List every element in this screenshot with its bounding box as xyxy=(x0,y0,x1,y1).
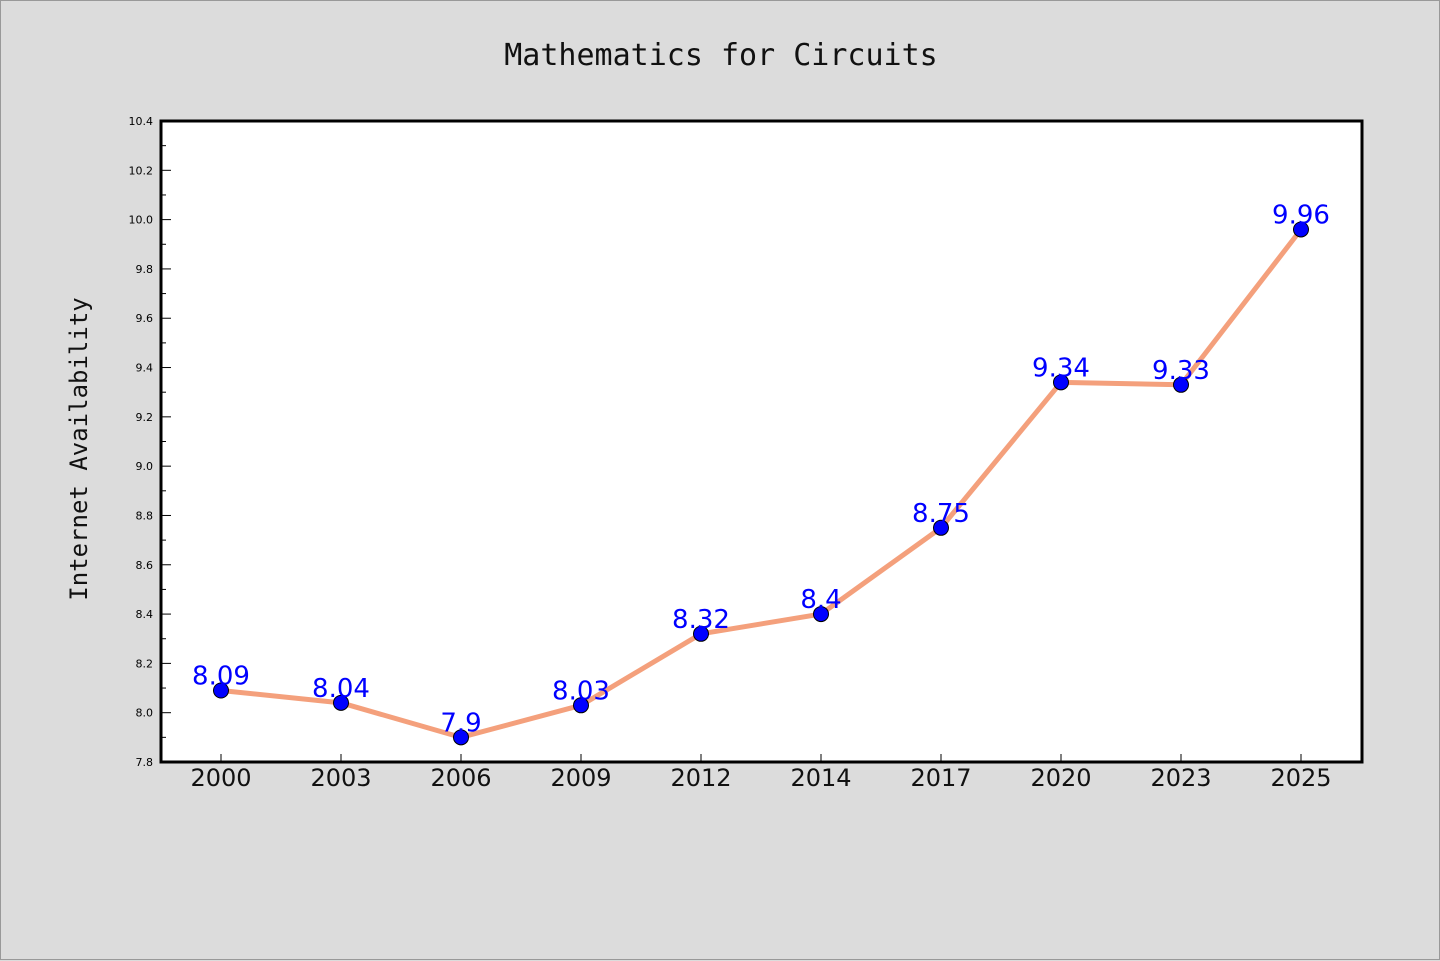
x-tick-label: 2000 xyxy=(190,764,251,792)
y-tick-label: 7.8 xyxy=(136,756,154,769)
data-point xyxy=(693,625,709,642)
x-tick-label: 2020 xyxy=(1030,764,1091,792)
x-axis: 2000 2003 2006 2009 2012 2014 2017 2020 2023 2025 xyxy=(190,754,1332,792)
x-tick-label: 2017 xyxy=(910,764,971,792)
data-point xyxy=(1293,221,1309,238)
x-tick-label: 2006 xyxy=(430,764,491,792)
series-line xyxy=(218,226,1304,740)
x-tick-label: 2009 xyxy=(550,764,611,792)
y-tick-label: 8.2 xyxy=(136,657,154,670)
y-tick-label: 8.4 xyxy=(136,608,154,621)
y-tick-label: 10.0 xyxy=(129,214,154,227)
plot-area xyxy=(161,121,1362,762)
data-point xyxy=(453,729,469,746)
y-tick-label: 9.0 xyxy=(136,460,154,473)
x-tick-label: 2003 xyxy=(310,764,371,792)
y-axis-label: Internet Availability xyxy=(65,297,93,600)
x-tick-label: 2025 xyxy=(1270,764,1331,792)
data-point xyxy=(213,682,229,699)
y-tick-label: 9.6 xyxy=(136,312,154,325)
data-point xyxy=(933,519,949,536)
data-label: 9.33 xyxy=(1152,356,1210,386)
data-label: 8.75 xyxy=(912,499,970,529)
y-tick-label: 8.8 xyxy=(136,509,154,522)
x-tick-label: 2023 xyxy=(1150,764,1211,792)
y-tick-label: 8.0 xyxy=(136,707,154,720)
data-label: 8.32 xyxy=(672,605,730,635)
y-tick-label: 9.4 xyxy=(136,362,154,375)
x-tick-label: 2014 xyxy=(790,764,851,792)
y-tick-label: 10.2 xyxy=(129,164,154,177)
data-label: 8.09 xyxy=(192,662,250,692)
series-layer: 8.09 8.04 7.9 8.03 8.32 8.4 8.75 9.34 9.33 9.96 xyxy=(192,200,1330,746)
y-axis: 7.8 8.0 8.2 8.4 8.6 8.8 9.0 9.2 9.4 9.6 9.8 10.0 10.… xyxy=(129,115,171,769)
data-label: 9.34 xyxy=(1032,353,1090,383)
y-tick-label: 9.8 xyxy=(136,263,154,276)
plot-frame xyxy=(159,119,1364,764)
data-point xyxy=(333,694,349,711)
data-point xyxy=(573,697,589,714)
data-label: 8.4 xyxy=(800,585,841,615)
x-tick-label: 2012 xyxy=(670,764,731,792)
data-label: 9.96 xyxy=(1272,200,1330,230)
data-label: 8.03 xyxy=(552,676,610,706)
chart-title: Mathematics for Circuits xyxy=(504,38,937,73)
data-label: 7.9 xyxy=(440,708,481,738)
data-label: 8.04 xyxy=(312,674,370,704)
data-point xyxy=(813,606,829,623)
y-tick-label: 9.2 xyxy=(136,411,154,424)
y-tick-label: 8.6 xyxy=(136,559,154,572)
y-tick-label: 10.4 xyxy=(129,115,154,128)
data-point xyxy=(1173,376,1189,393)
data-point xyxy=(1053,374,1069,391)
